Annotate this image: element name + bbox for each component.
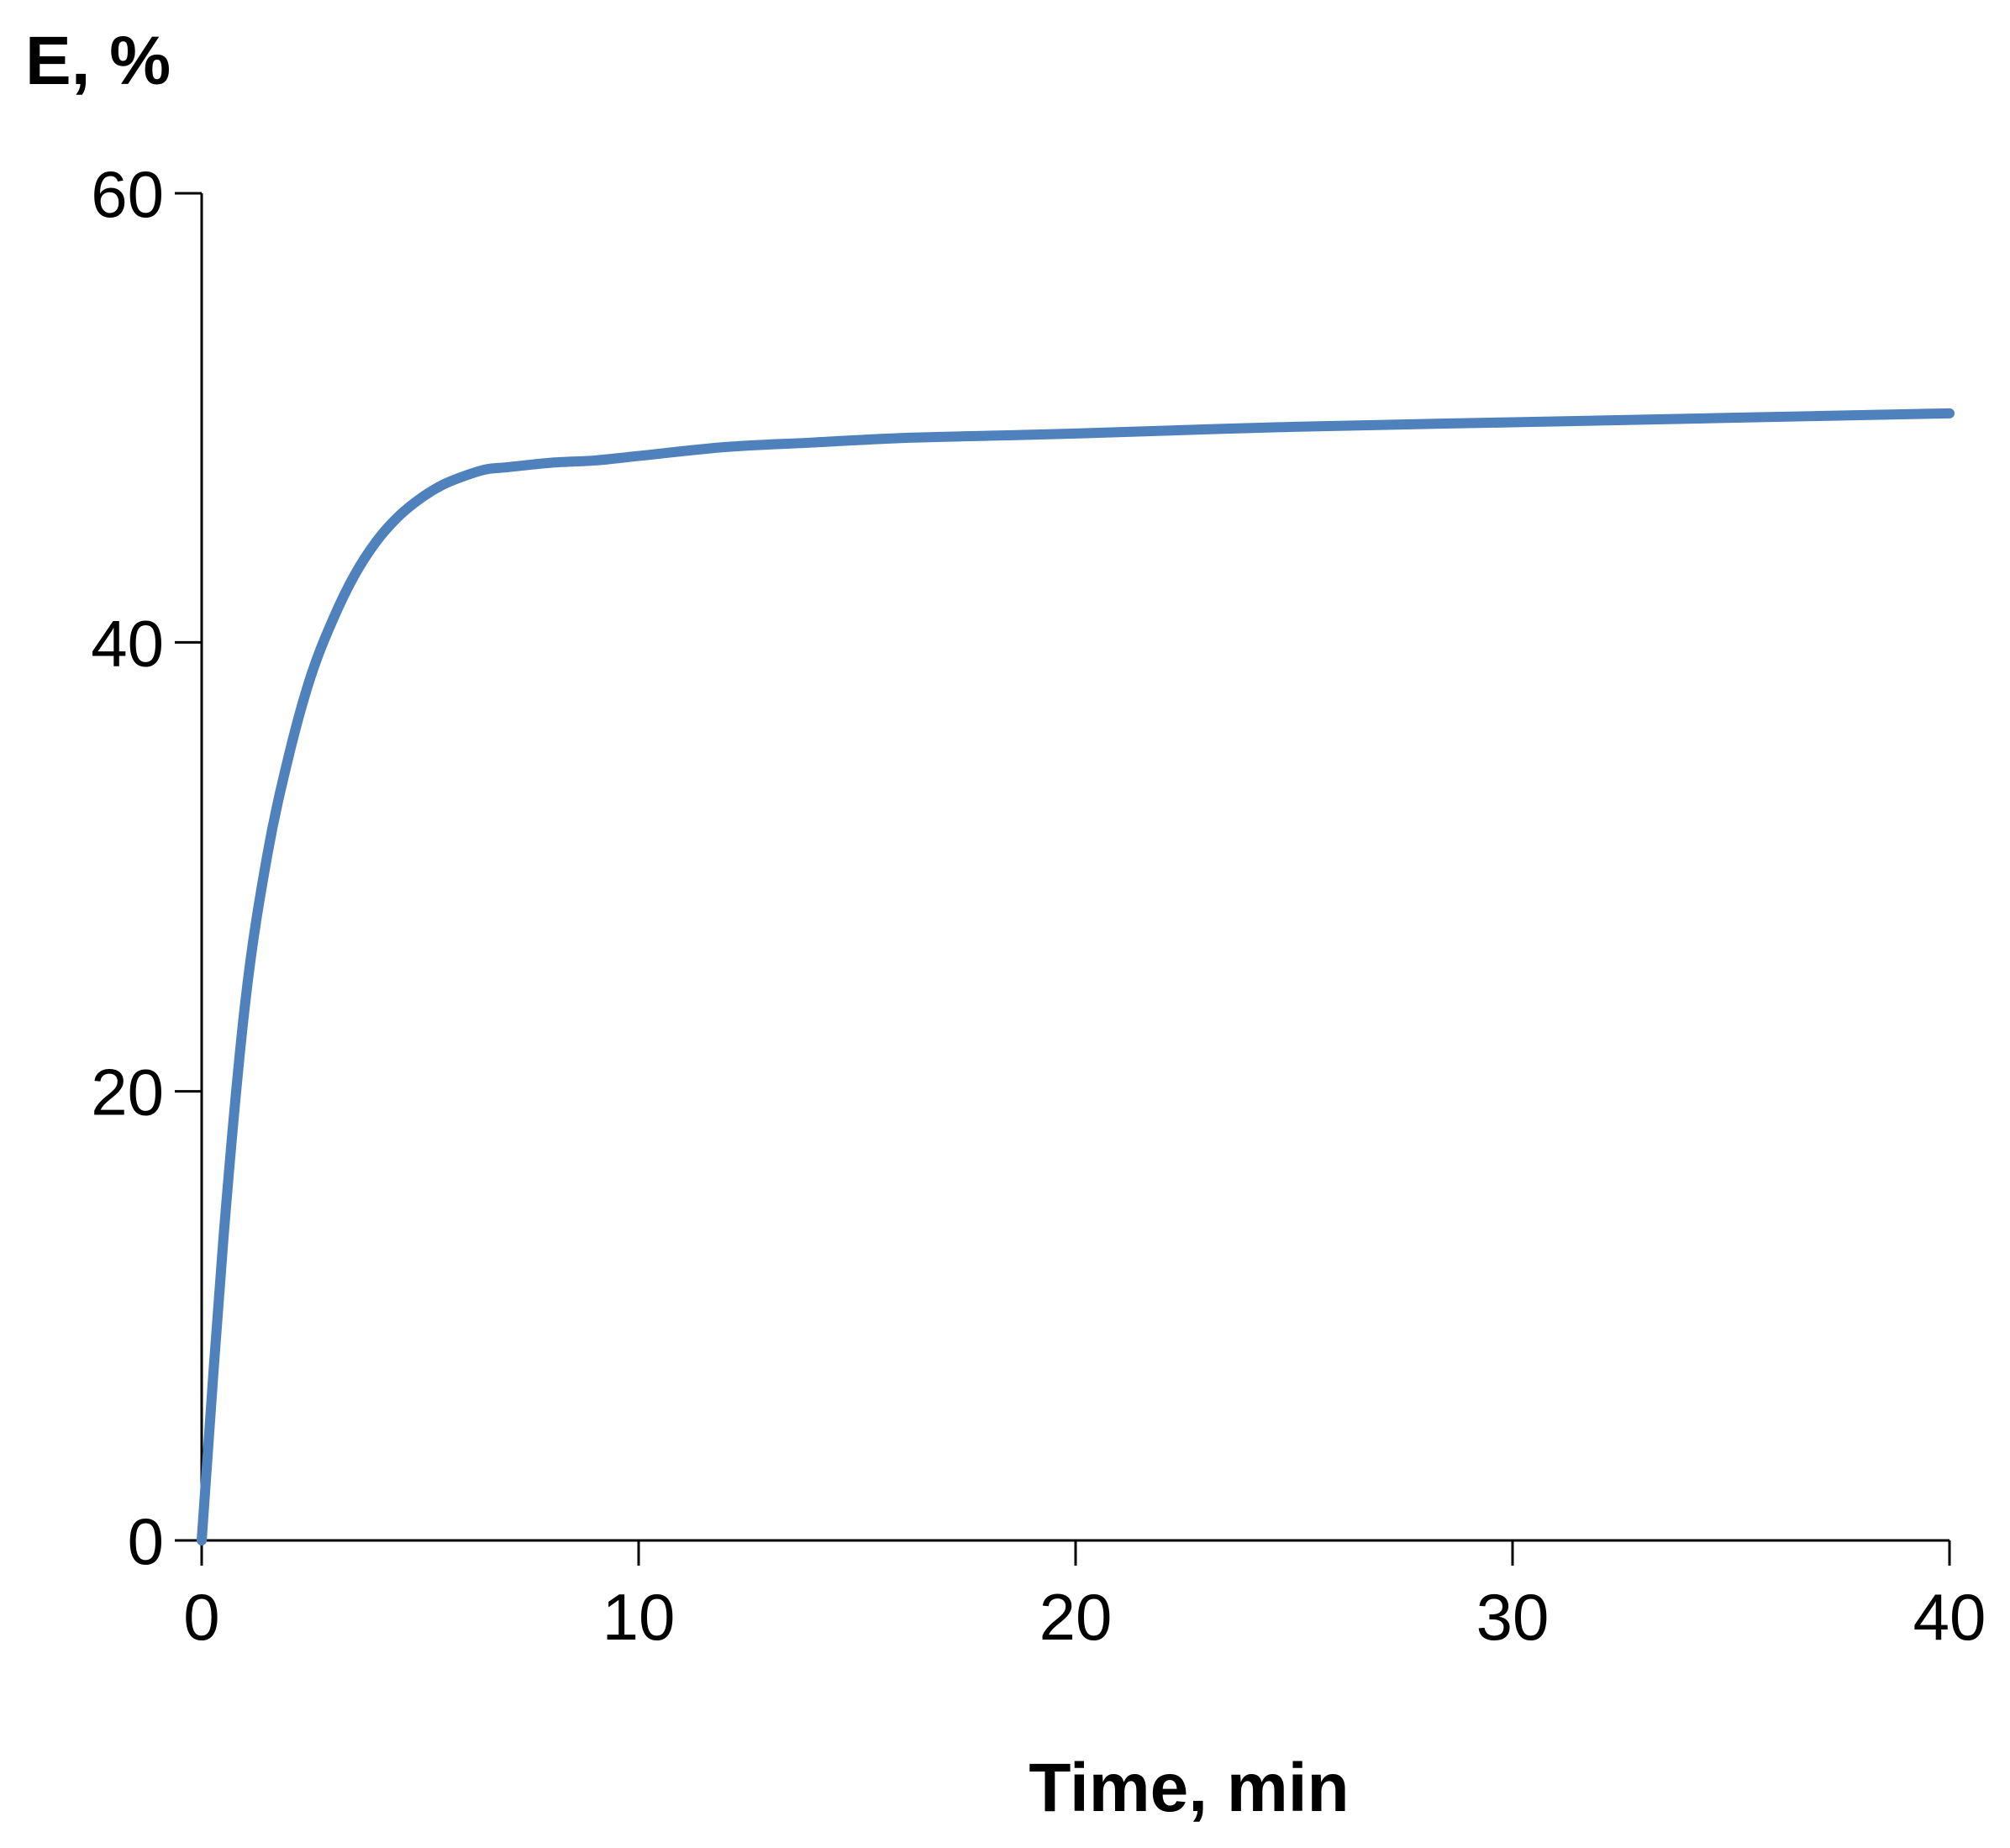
x-axis-ticks: 0 10 20 30 40 <box>183 1540 1986 1654</box>
y-tick-label: 20 <box>91 1056 164 1129</box>
x-tick-label: 0 <box>183 1580 219 1654</box>
x-tick-label: 30 <box>1476 1580 1550 1654</box>
y-tick-label: 40 <box>91 606 164 680</box>
y-tick-label: 60 <box>91 157 164 231</box>
x-tick-label: 40 <box>1913 1580 1986 1654</box>
x-axis-title: Time, min <box>1029 1750 1349 1826</box>
y-tick-label: 0 <box>128 1504 164 1578</box>
x-tick-label: 20 <box>1039 1580 1113 1654</box>
series-group <box>197 408 1955 1545</box>
x-tick-label: 10 <box>602 1580 676 1654</box>
y-axis-ticks: 0 20 40 60 <box>91 157 202 1578</box>
series-line <box>197 408 1955 1545</box>
y-axis-title: E, % <box>25 23 171 99</box>
